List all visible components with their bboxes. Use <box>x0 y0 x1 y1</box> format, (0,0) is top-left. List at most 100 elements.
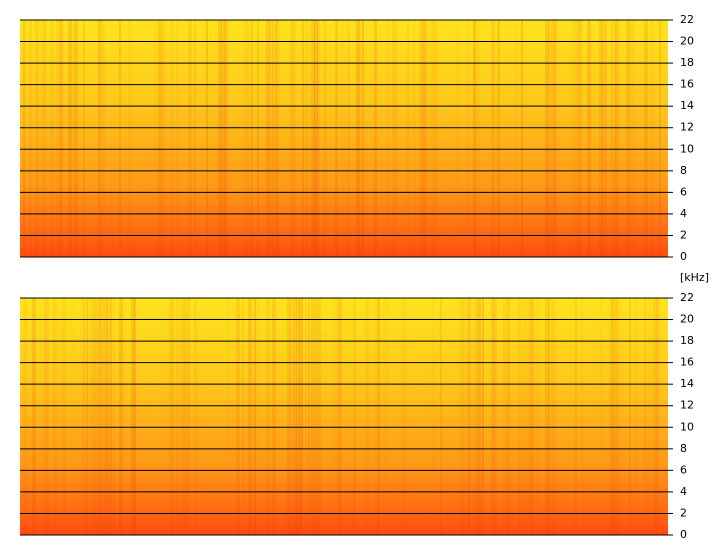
spectrogram-texture <box>209 20 211 257</box>
spectrogram-texture <box>611 20 613 257</box>
spectrogram-texture <box>641 20 643 257</box>
spectrogram-texture <box>56 20 59 257</box>
spectrogram-texture <box>356 20 360 257</box>
spectrogram-texture <box>275 20 278 257</box>
spectrogram-texture <box>554 20 557 257</box>
spectrogram-texture <box>269 20 271 257</box>
y-tick-label: 20 <box>680 35 694 48</box>
y-tick-label: 18 <box>680 334 694 347</box>
spectrogram-texture <box>548 20 551 257</box>
spectrogram-texture <box>467 20 469 257</box>
spectrogram-texture <box>227 298 229 535</box>
spectrogram-texture <box>503 298 505 535</box>
spectrogram-texture <box>287 298 291 535</box>
spectrogram-texture <box>524 298 526 535</box>
spectrogram-texture <box>647 298 651 535</box>
spectrogram-texture <box>611 298 614 535</box>
spectrogram-texture <box>518 298 521 535</box>
spectrogram-texture <box>635 298 637 535</box>
spectrogram-texture <box>98 298 101 535</box>
spectrogram-texture <box>242 298 244 535</box>
spectrogram-texture <box>476 298 479 535</box>
spectrogram-texture <box>119 298 123 535</box>
spectrogram-texture <box>98 20 101 257</box>
spectrogram-texture <box>23 20 25 257</box>
spectrogram-texture <box>35 20 39 257</box>
spectrogram-texture <box>551 298 555 535</box>
spectrogram-texture <box>254 298 256 535</box>
spectrogram-texture <box>338 298 342 535</box>
y-tick-label: 12 <box>680 121 694 134</box>
spectrogram-texture <box>461 298 465 535</box>
spectrogram-texture <box>146 298 148 535</box>
spectrogram-texture <box>629 20 631 257</box>
spectrogram-texture <box>386 298 389 535</box>
y-tick-label: 6 <box>680 463 687 476</box>
spectrogram-texture <box>455 20 459 257</box>
spectrogram-texture <box>650 20 654 257</box>
spectrogram-texture <box>599 20 603 257</box>
spectrogram-texture <box>41 20 44 257</box>
spectrogram-texture <box>185 298 188 535</box>
spectrogram-texture <box>521 20 523 257</box>
spectrogram-texture <box>377 298 380 535</box>
spectrogram-texture <box>50 20 54 257</box>
spectrogram-texture <box>47 298 49 535</box>
spectrogram-texture <box>83 20 85 257</box>
spectrogram-texture <box>287 20 289 257</box>
spectrogram-texture <box>194 20 196 257</box>
spectrogram-texture <box>23 298 27 535</box>
spectrogram-texture <box>74 20 78 257</box>
spectrogram-texture <box>404 298 407 535</box>
spectrogram-texture <box>497 20 500 257</box>
spectrogram-texture <box>65 298 67 535</box>
spectrogram-texture <box>89 298 92 535</box>
spectrogram-texture <box>389 20 392 257</box>
spectrogram-texture <box>620 298 622 535</box>
spectrogram-texture <box>131 298 135 535</box>
y-tick-label: 2 <box>680 228 687 241</box>
y-tick-label: 18 <box>680 56 694 69</box>
spectrogram-texture <box>491 20 495 257</box>
spectrogram-texture <box>506 298 510 535</box>
spectrogram-texture <box>113 298 115 535</box>
spectrogram-texture <box>53 298 57 535</box>
spectrogram-image <box>20 20 668 257</box>
spectrogram-texture <box>296 298 300 535</box>
spectrogram-texture <box>272 20 274 257</box>
spectrogram-texture <box>170 298 174 535</box>
spectrogram-texture <box>248 20 250 257</box>
spectrogram-texture <box>317 20 320 257</box>
spectrogram-texture <box>422 20 426 257</box>
spectrogram-texture <box>62 298 66 535</box>
spectrogram-texture <box>101 20 105 257</box>
spectrogram-texture <box>92 298 95 535</box>
y-axis-label: [kHz] <box>680 271 709 284</box>
spectrogram-texture <box>188 298 190 535</box>
spectrogram-texture <box>599 298 602 535</box>
spectrogram-texture <box>548 298 550 535</box>
spectrogram-texture <box>476 20 480 257</box>
y-tick-label: 16 <box>680 356 694 369</box>
spectrogram-texture <box>386 20 389 257</box>
spectrogram-texture <box>602 20 606 257</box>
spectrogram-texture <box>626 20 629 257</box>
y-tick-label: 8 <box>680 442 687 455</box>
spectrogram-texture <box>440 298 442 535</box>
spectrogram-texture <box>158 20 161 257</box>
spectrogram-texture <box>407 20 409 257</box>
spectrogram-texture <box>95 298 97 535</box>
spectrogram-texture <box>491 298 495 535</box>
spectrogram-texture <box>305 20 309 257</box>
spectrogram-texture <box>293 298 297 535</box>
spectrogram-texture <box>551 20 555 257</box>
spectrogram-texture <box>554 298 557 535</box>
spectrogram-texture <box>80 298 83 535</box>
y-tick-label: 4 <box>680 207 687 220</box>
spectrogram-texture <box>188 20 192 257</box>
y-tick-label: 10 <box>680 420 694 433</box>
spectrogram-texture <box>206 20 208 257</box>
spectrogram-texture <box>293 20 296 257</box>
spectrogram-texture <box>86 298 88 535</box>
